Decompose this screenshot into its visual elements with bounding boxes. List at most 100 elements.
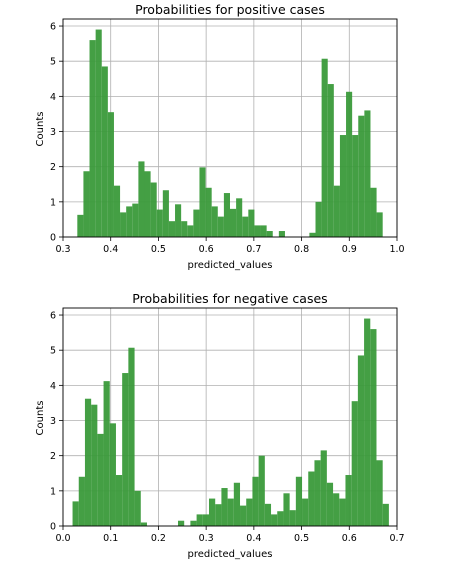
y-tick-label: 0 <box>50 522 56 533</box>
histogram-bar <box>339 135 347 237</box>
histogram-bar <box>376 212 383 237</box>
histogram-bar <box>308 471 315 526</box>
y-tick-label: 2 <box>50 162 56 173</box>
histogram-bar <box>264 503 272 526</box>
histogram-bar <box>193 209 200 237</box>
x-tick-label: 0.7 <box>389 533 404 544</box>
histogram-bar <box>101 66 108 237</box>
y-tick-label: 0 <box>50 233 56 244</box>
x-tick-label: 0.6 <box>342 533 357 544</box>
y-tick-label: 4 <box>50 92 56 103</box>
x-tick-label: 0.8 <box>294 244 309 255</box>
histogram-bar <box>181 221 188 237</box>
x-tick-label: 0.3 <box>199 533 214 544</box>
axes-frame <box>62 307 398 527</box>
x-tick-label: 0.1 <box>103 533 118 544</box>
histogram-bar <box>266 231 273 237</box>
y-tick-label: 5 <box>50 346 56 357</box>
x-axis-label: predicted_values <box>188 549 273 560</box>
y-tick-label: 3 <box>50 416 56 427</box>
y-tick-label: 4 <box>50 381 56 392</box>
histogram-bar <box>364 318 371 526</box>
histogram-bar <box>321 58 328 238</box>
histogram-bar <box>140 522 147 526</box>
histogram-bar <box>271 514 278 526</box>
histogram-bar <box>190 520 197 526</box>
histogram-bar <box>339 498 346 526</box>
x-axis-label: predicted_values <box>188 260 273 271</box>
histogram-bar <box>109 423 116 526</box>
histogram-bar <box>376 460 383 526</box>
histogram-bar <box>122 373 129 526</box>
histogram-bar <box>138 161 145 237</box>
negative-cases-panel: 0.0 0.1 0.2 0.3 0.4 0.5 0.6 0.7 0 1 2 3 4 5 6 Probabil… <box>35 291 405 560</box>
histogram-bar <box>175 204 182 237</box>
histogram-bar <box>315 201 322 237</box>
histogram-bar <box>277 511 284 526</box>
axes-frame <box>62 18 398 238</box>
histogram-bar <box>77 214 84 237</box>
histogram-bar <box>346 91 353 237</box>
x-tick-label: 0.6 <box>199 244 214 255</box>
x-tick-label: 0.5 <box>294 533 309 544</box>
histogram-bar <box>83 171 90 237</box>
histogram-bar <box>211 206 218 237</box>
histogram-bar <box>202 514 210 526</box>
histogram-bar <box>252 476 259 526</box>
histogram-bar <box>233 482 241 526</box>
y-tick-label: 2 <box>50 451 56 462</box>
histogram-bar <box>223 193 230 237</box>
histogram-bar <box>72 501 79 526</box>
histogram-bar <box>89 40 96 238</box>
histogram-bar <box>345 475 352 526</box>
histogram-bar <box>351 401 358 526</box>
x-tick-label: 0.4 <box>103 244 118 255</box>
histogram-bar <box>382 503 389 526</box>
histogram-bar <box>134 490 141 526</box>
x-tick-label: 0.7 <box>246 244 261 255</box>
histogram-bar <box>221 488 228 526</box>
histogram-bar <box>120 212 127 237</box>
histogram-bar <box>236 198 243 237</box>
chart-title: Probabilities for positive cases <box>135 2 325 17</box>
histogram-bar <box>217 216 224 237</box>
x-tick-label: 0.0 <box>55 533 70 544</box>
histogram-bar <box>115 475 123 526</box>
x-tick-label: 0.2 <box>151 533 166 544</box>
histogram-bar <box>84 398 92 526</box>
histogram-bar <box>254 225 261 237</box>
y-axis-label: Counts <box>35 401 46 436</box>
histogram-bar <box>302 498 309 526</box>
histogram-bar <box>196 514 203 526</box>
histogram-bar <box>107 112 114 237</box>
y-tick-label: 1 <box>50 486 56 497</box>
histogram-bar <box>358 115 365 237</box>
histogram-bar <box>314 460 321 526</box>
histogram-bar <box>209 498 216 526</box>
histogram-bar <box>230 208 237 237</box>
histogram-bar <box>150 182 157 237</box>
chart-title: Probabilities for negative cases <box>132 291 327 306</box>
histogram-bar <box>128 347 135 526</box>
positive-cases-panel: 0.3 0.4 0.5 0.6 0.7 0.8 0.9 1.0 0 1 2 3 4 5 6 Probabil… <box>35 2 405 271</box>
y-axis-label: Counts <box>35 112 46 147</box>
histogram-bar <box>278 231 285 237</box>
y-tick-label: 3 <box>50 127 56 138</box>
histogram-bar <box>260 225 267 237</box>
histogram-bar <box>326 482 334 526</box>
histogram-bar <box>370 329 377 526</box>
histogram-bar <box>352 135 359 237</box>
x-tick-label: 0.3 <box>55 244 70 255</box>
histogram-bar <box>95 29 102 238</box>
x-tick-label: 0.9 <box>342 244 357 255</box>
histogram-bar <box>97 433 104 526</box>
histogram-bar <box>187 225 194 237</box>
histogram-bar <box>227 498 234 526</box>
y-tick-label: 1 <box>50 197 56 208</box>
y-tick-label: 6 <box>50 311 56 322</box>
histogram-bar <box>91 404 98 526</box>
histogram-bar <box>205 187 212 237</box>
histogram-bar <box>177 520 185 526</box>
x-tick-label: 1.0 <box>389 244 404 255</box>
